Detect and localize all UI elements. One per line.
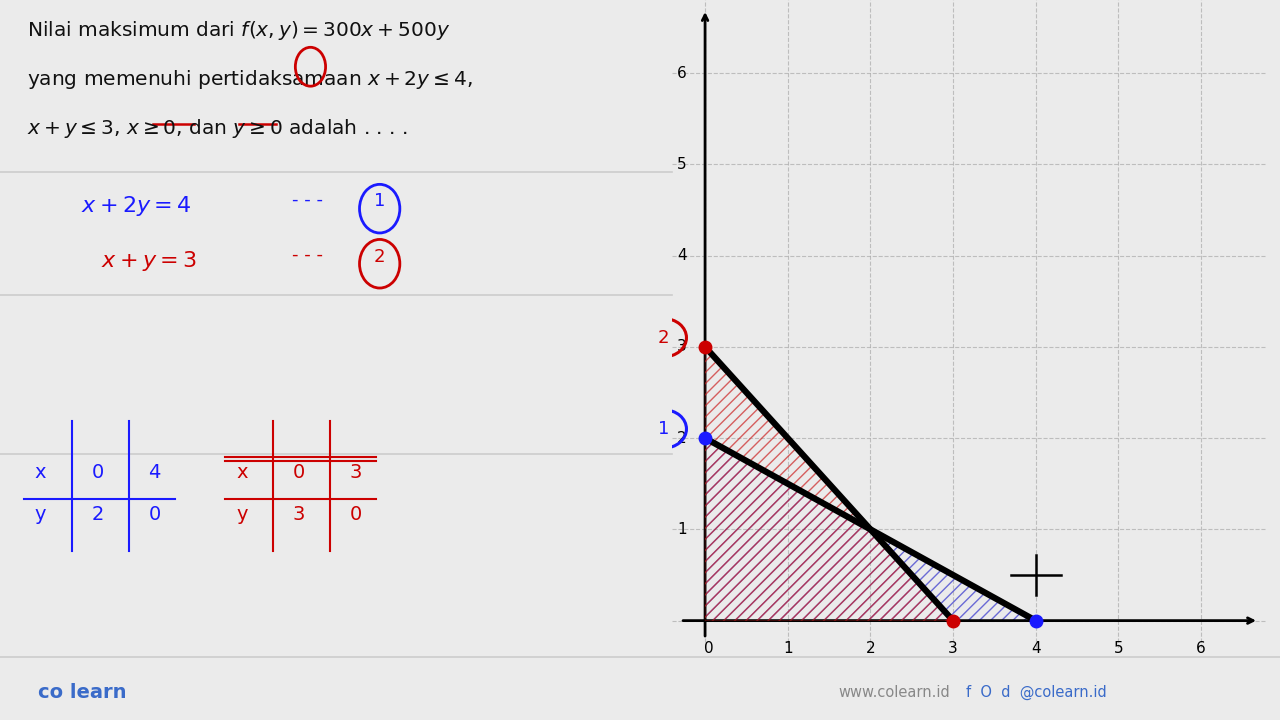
Text: - - -: - - -: [292, 246, 324, 264]
Text: 3: 3: [293, 505, 305, 524]
Text: - - -: - - -: [292, 192, 324, 210]
Text: f  O  d  @colearn.id: f O d @colearn.id: [966, 685, 1107, 701]
Text: 0: 0: [704, 641, 714, 656]
Text: 6: 6: [1197, 641, 1206, 656]
Text: 2: 2: [91, 505, 104, 524]
Text: 5: 5: [677, 157, 687, 172]
Text: 4: 4: [677, 248, 687, 263]
Text: 3: 3: [349, 464, 362, 482]
Text: 1: 1: [677, 522, 687, 537]
Text: $x + 2y = 4$: $x + 2y = 4$: [81, 194, 191, 218]
Text: $x + y = 3$: $x + y = 3$: [101, 250, 197, 274]
Text: 2: 2: [865, 641, 876, 656]
Text: 5: 5: [1114, 641, 1124, 656]
Text: yang memenuhi pertidaksamaan $x + 2y\leq4$,: yang memenuhi pertidaksamaan $x + 2y\leq…: [27, 68, 472, 91]
Text: 2: 2: [374, 248, 385, 266]
Text: 3: 3: [677, 339, 687, 354]
Text: Nilai maksimum dari $f(x, y) = 300x + 500y$: Nilai maksimum dari $f(x, y) = 300x + 50…: [27, 19, 451, 42]
Text: 1: 1: [374, 192, 385, 210]
Text: 0: 0: [293, 464, 305, 482]
Text: 1: 1: [658, 420, 669, 438]
Text: 0: 0: [148, 505, 161, 524]
Text: 4: 4: [148, 464, 161, 482]
Text: www.colearn.id: www.colearn.id: [838, 685, 950, 700]
Text: $x + y \leq 3$, $x \geq 0$, dan $y \geq 0$ adalah . . . .: $x + y \leq 3$, $x \geq 0$, dan $y \geq …: [27, 117, 407, 140]
Text: 1: 1: [783, 641, 792, 656]
Text: 4: 4: [1030, 641, 1041, 656]
Text: x: x: [35, 464, 46, 482]
Text: 6: 6: [677, 66, 687, 81]
Text: 3: 3: [948, 641, 957, 656]
Text: 0: 0: [91, 464, 104, 482]
Text: co learn: co learn: [38, 683, 127, 702]
Text: y: y: [35, 505, 46, 524]
Text: y: y: [237, 505, 247, 524]
Text: 2: 2: [677, 431, 687, 446]
Text: 2: 2: [658, 329, 669, 347]
Text: x: x: [237, 464, 247, 482]
Text: 0: 0: [349, 505, 362, 524]
